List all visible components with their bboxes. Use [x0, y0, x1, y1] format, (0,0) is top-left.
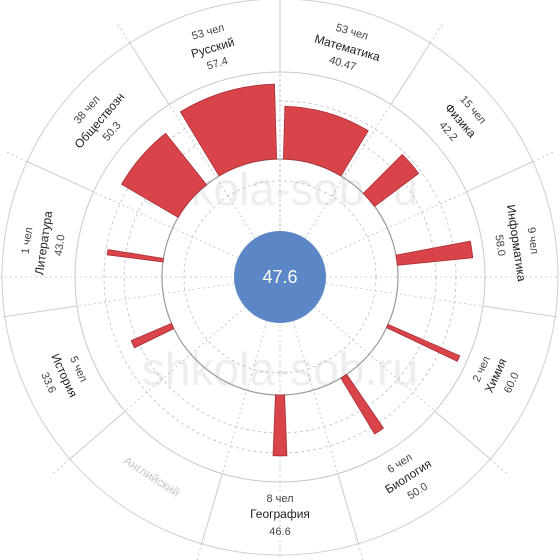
center-disc: [234, 231, 326, 323]
label-score-1: 40.47: [328, 54, 358, 73]
divider-8: [69, 410, 126, 460]
bar-9: [106, 249, 164, 263]
spoke-10: [93, 191, 239, 259]
bar-8: [130, 322, 175, 349]
divider-10: [26, 161, 94, 193]
tick-6: [357, 543, 364, 560]
spoke-4: [325, 283, 483, 307]
center-value: 47.6: [262, 267, 297, 287]
spoke-7: [221, 321, 268, 474]
label-score-11: 57.4: [205, 55, 229, 73]
tick-8: [53, 458, 71, 474]
label-score-3: 58.0: [492, 234, 507, 257]
bar-5: [340, 373, 385, 435]
spoke-11: [168, 104, 256, 239]
divider-6: [337, 473, 359, 544]
label-name-6: География: [250, 507, 310, 521]
divider-5: [434, 410, 491, 460]
bar-1: [282, 105, 369, 177]
bar-10: [120, 132, 208, 218]
tick-7: [196, 543, 203, 560]
divider-11: [129, 42, 170, 105]
tick-11: [117, 24, 131, 44]
bar-11: [179, 83, 278, 177]
label-score-4: 60.0: [502, 371, 522, 395]
tick-9: [0, 316, 5, 318]
label-score-8: 33.6: [38, 371, 58, 395]
label-score-9: 43.0: [53, 234, 68, 257]
bar-4: [386, 323, 461, 362]
divider-2: [390, 42, 431, 105]
spoke-3: [321, 191, 467, 259]
divider-9: [4, 305, 78, 318]
label-score-6: 46.6: [269, 526, 290, 538]
label-count-3: 9 чел: [525, 226, 541, 255]
bar-6: [272, 394, 288, 457]
tick-10: [6, 152, 28, 162]
tick-5: [489, 458, 507, 474]
divider-4: [482, 305, 556, 318]
spoke-6: [292, 321, 339, 474]
bar-3: [395, 240, 474, 266]
label-name-9: Литература: [32, 210, 55, 276]
tick-4: [555, 316, 560, 318]
spoke-5: [314, 306, 436, 412]
spoke-8: [124, 306, 246, 412]
bar-2: [362, 153, 420, 207]
spoke-2: [304, 104, 392, 239]
divider-3: [466, 161, 534, 193]
tick-3: [532, 152, 554, 162]
label-name-7: Английский: [121, 453, 182, 499]
tick-2: [429, 24, 443, 44]
spoke-9: [77, 283, 235, 307]
label-name-3: Информатика: [504, 204, 529, 283]
label-count-6: 8 чел: [266, 493, 293, 505]
label-count-9: 1 чел: [20, 226, 36, 255]
divider-7: [201, 473, 223, 544]
